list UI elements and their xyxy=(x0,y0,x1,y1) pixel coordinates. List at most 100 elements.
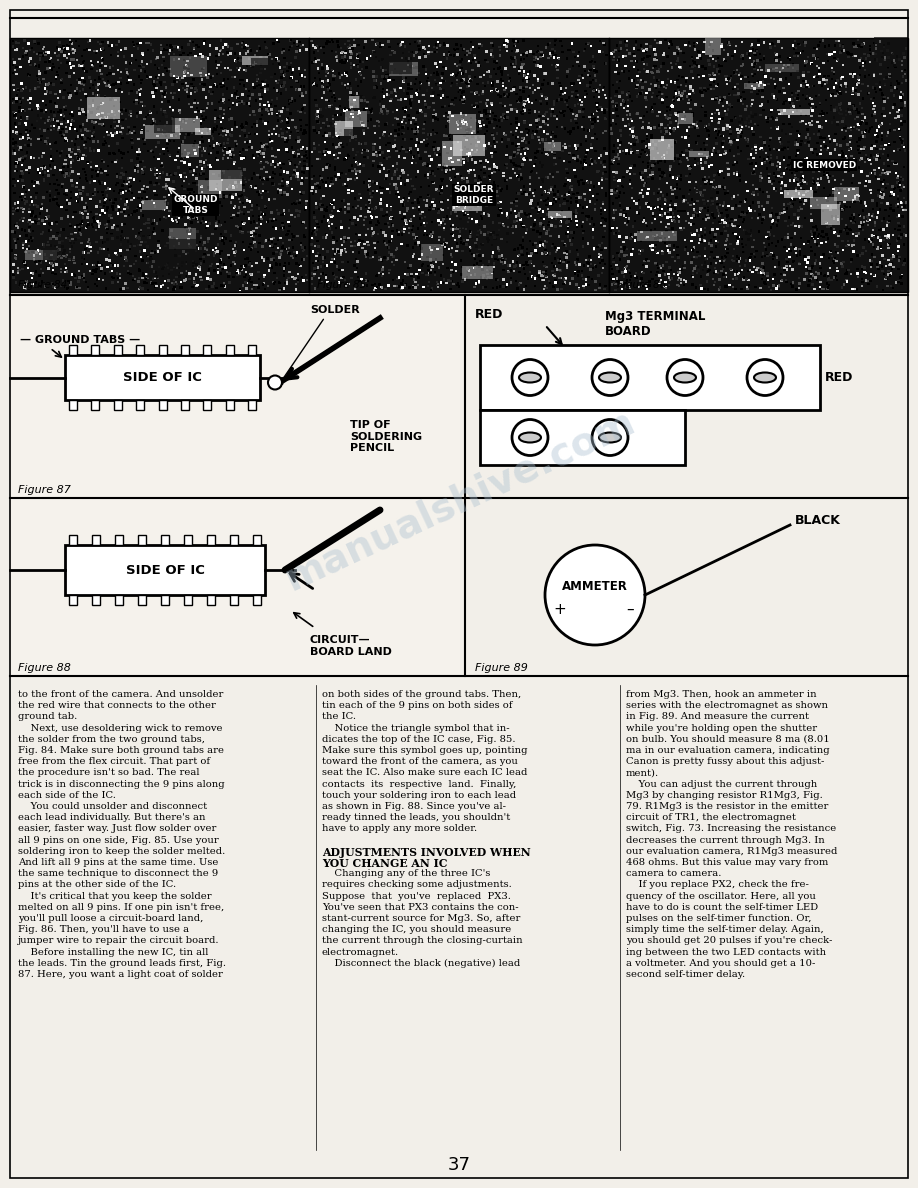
Point xyxy=(380,102,395,121)
Point xyxy=(162,170,176,189)
Point xyxy=(578,132,593,151)
Point xyxy=(685,103,700,122)
Point xyxy=(493,192,508,211)
Point xyxy=(15,164,29,183)
Point xyxy=(864,265,879,284)
Text: free from the flex circuit. That part of: free from the flex circuit. That part of xyxy=(18,757,210,766)
Point xyxy=(400,56,415,75)
Point xyxy=(409,69,423,88)
Point xyxy=(825,84,840,103)
Point xyxy=(282,254,297,273)
Point xyxy=(819,214,834,233)
Point xyxy=(483,68,498,87)
Point xyxy=(407,245,421,264)
Point xyxy=(447,201,462,220)
Point xyxy=(453,52,468,71)
Point xyxy=(93,173,107,192)
Point xyxy=(186,38,201,57)
Point xyxy=(326,240,341,259)
Point xyxy=(690,49,705,68)
Point xyxy=(490,271,505,290)
Point xyxy=(140,33,154,52)
Point xyxy=(432,156,447,175)
Point xyxy=(890,154,904,173)
Point xyxy=(569,274,584,293)
Point xyxy=(566,204,581,223)
Point xyxy=(307,134,321,153)
Point xyxy=(400,171,415,190)
Point xyxy=(339,42,353,61)
Point xyxy=(380,103,395,122)
Point xyxy=(79,219,94,238)
Point xyxy=(106,182,121,201)
Point xyxy=(592,162,607,181)
Point xyxy=(569,82,584,101)
Point xyxy=(518,264,532,283)
Point xyxy=(291,122,306,141)
Point xyxy=(519,277,533,296)
Point xyxy=(827,64,842,83)
Point xyxy=(320,59,335,78)
Point xyxy=(237,241,252,260)
Point xyxy=(380,179,395,198)
Point xyxy=(465,209,479,228)
Point xyxy=(696,67,711,86)
Point xyxy=(431,200,445,219)
Point xyxy=(457,127,472,146)
Point xyxy=(533,233,548,252)
Point xyxy=(454,83,469,102)
Point xyxy=(91,74,106,93)
Point xyxy=(655,128,670,147)
Point xyxy=(82,229,96,248)
Point xyxy=(132,259,147,278)
Point xyxy=(575,65,589,84)
Point xyxy=(185,278,200,297)
Point xyxy=(30,160,45,179)
Point xyxy=(648,135,663,154)
Point xyxy=(817,266,832,285)
Point xyxy=(53,263,68,282)
Point xyxy=(434,273,449,292)
Point xyxy=(324,175,339,194)
Point xyxy=(733,63,747,82)
Point xyxy=(199,213,214,232)
Point xyxy=(765,175,779,194)
Point xyxy=(594,215,609,234)
Point xyxy=(95,32,110,51)
Point xyxy=(821,67,835,86)
Point xyxy=(616,48,631,67)
Point xyxy=(581,254,596,273)
Point xyxy=(138,109,152,128)
Point xyxy=(14,108,28,127)
Point xyxy=(89,42,104,61)
Point xyxy=(839,83,854,102)
Point xyxy=(420,169,435,188)
Point xyxy=(720,116,734,135)
Point xyxy=(393,78,408,97)
Point xyxy=(509,109,524,128)
Point xyxy=(236,118,251,137)
Point xyxy=(888,220,902,239)
Point xyxy=(328,245,342,264)
Point xyxy=(395,138,409,157)
Point xyxy=(46,75,61,94)
Point xyxy=(789,43,803,62)
Point xyxy=(64,157,79,176)
Point xyxy=(105,89,119,108)
Point xyxy=(428,200,442,219)
Point xyxy=(559,169,574,188)
Point xyxy=(22,52,37,71)
Point xyxy=(434,192,449,211)
Point xyxy=(777,200,791,219)
Point xyxy=(827,78,842,97)
Bar xyxy=(207,535,215,545)
Point xyxy=(237,148,252,168)
Point xyxy=(687,259,701,278)
Point xyxy=(663,200,677,219)
Point xyxy=(375,260,389,279)
Point xyxy=(735,110,750,129)
Point xyxy=(606,247,621,266)
Point xyxy=(680,244,695,263)
Point xyxy=(439,163,453,182)
Point xyxy=(136,96,151,115)
